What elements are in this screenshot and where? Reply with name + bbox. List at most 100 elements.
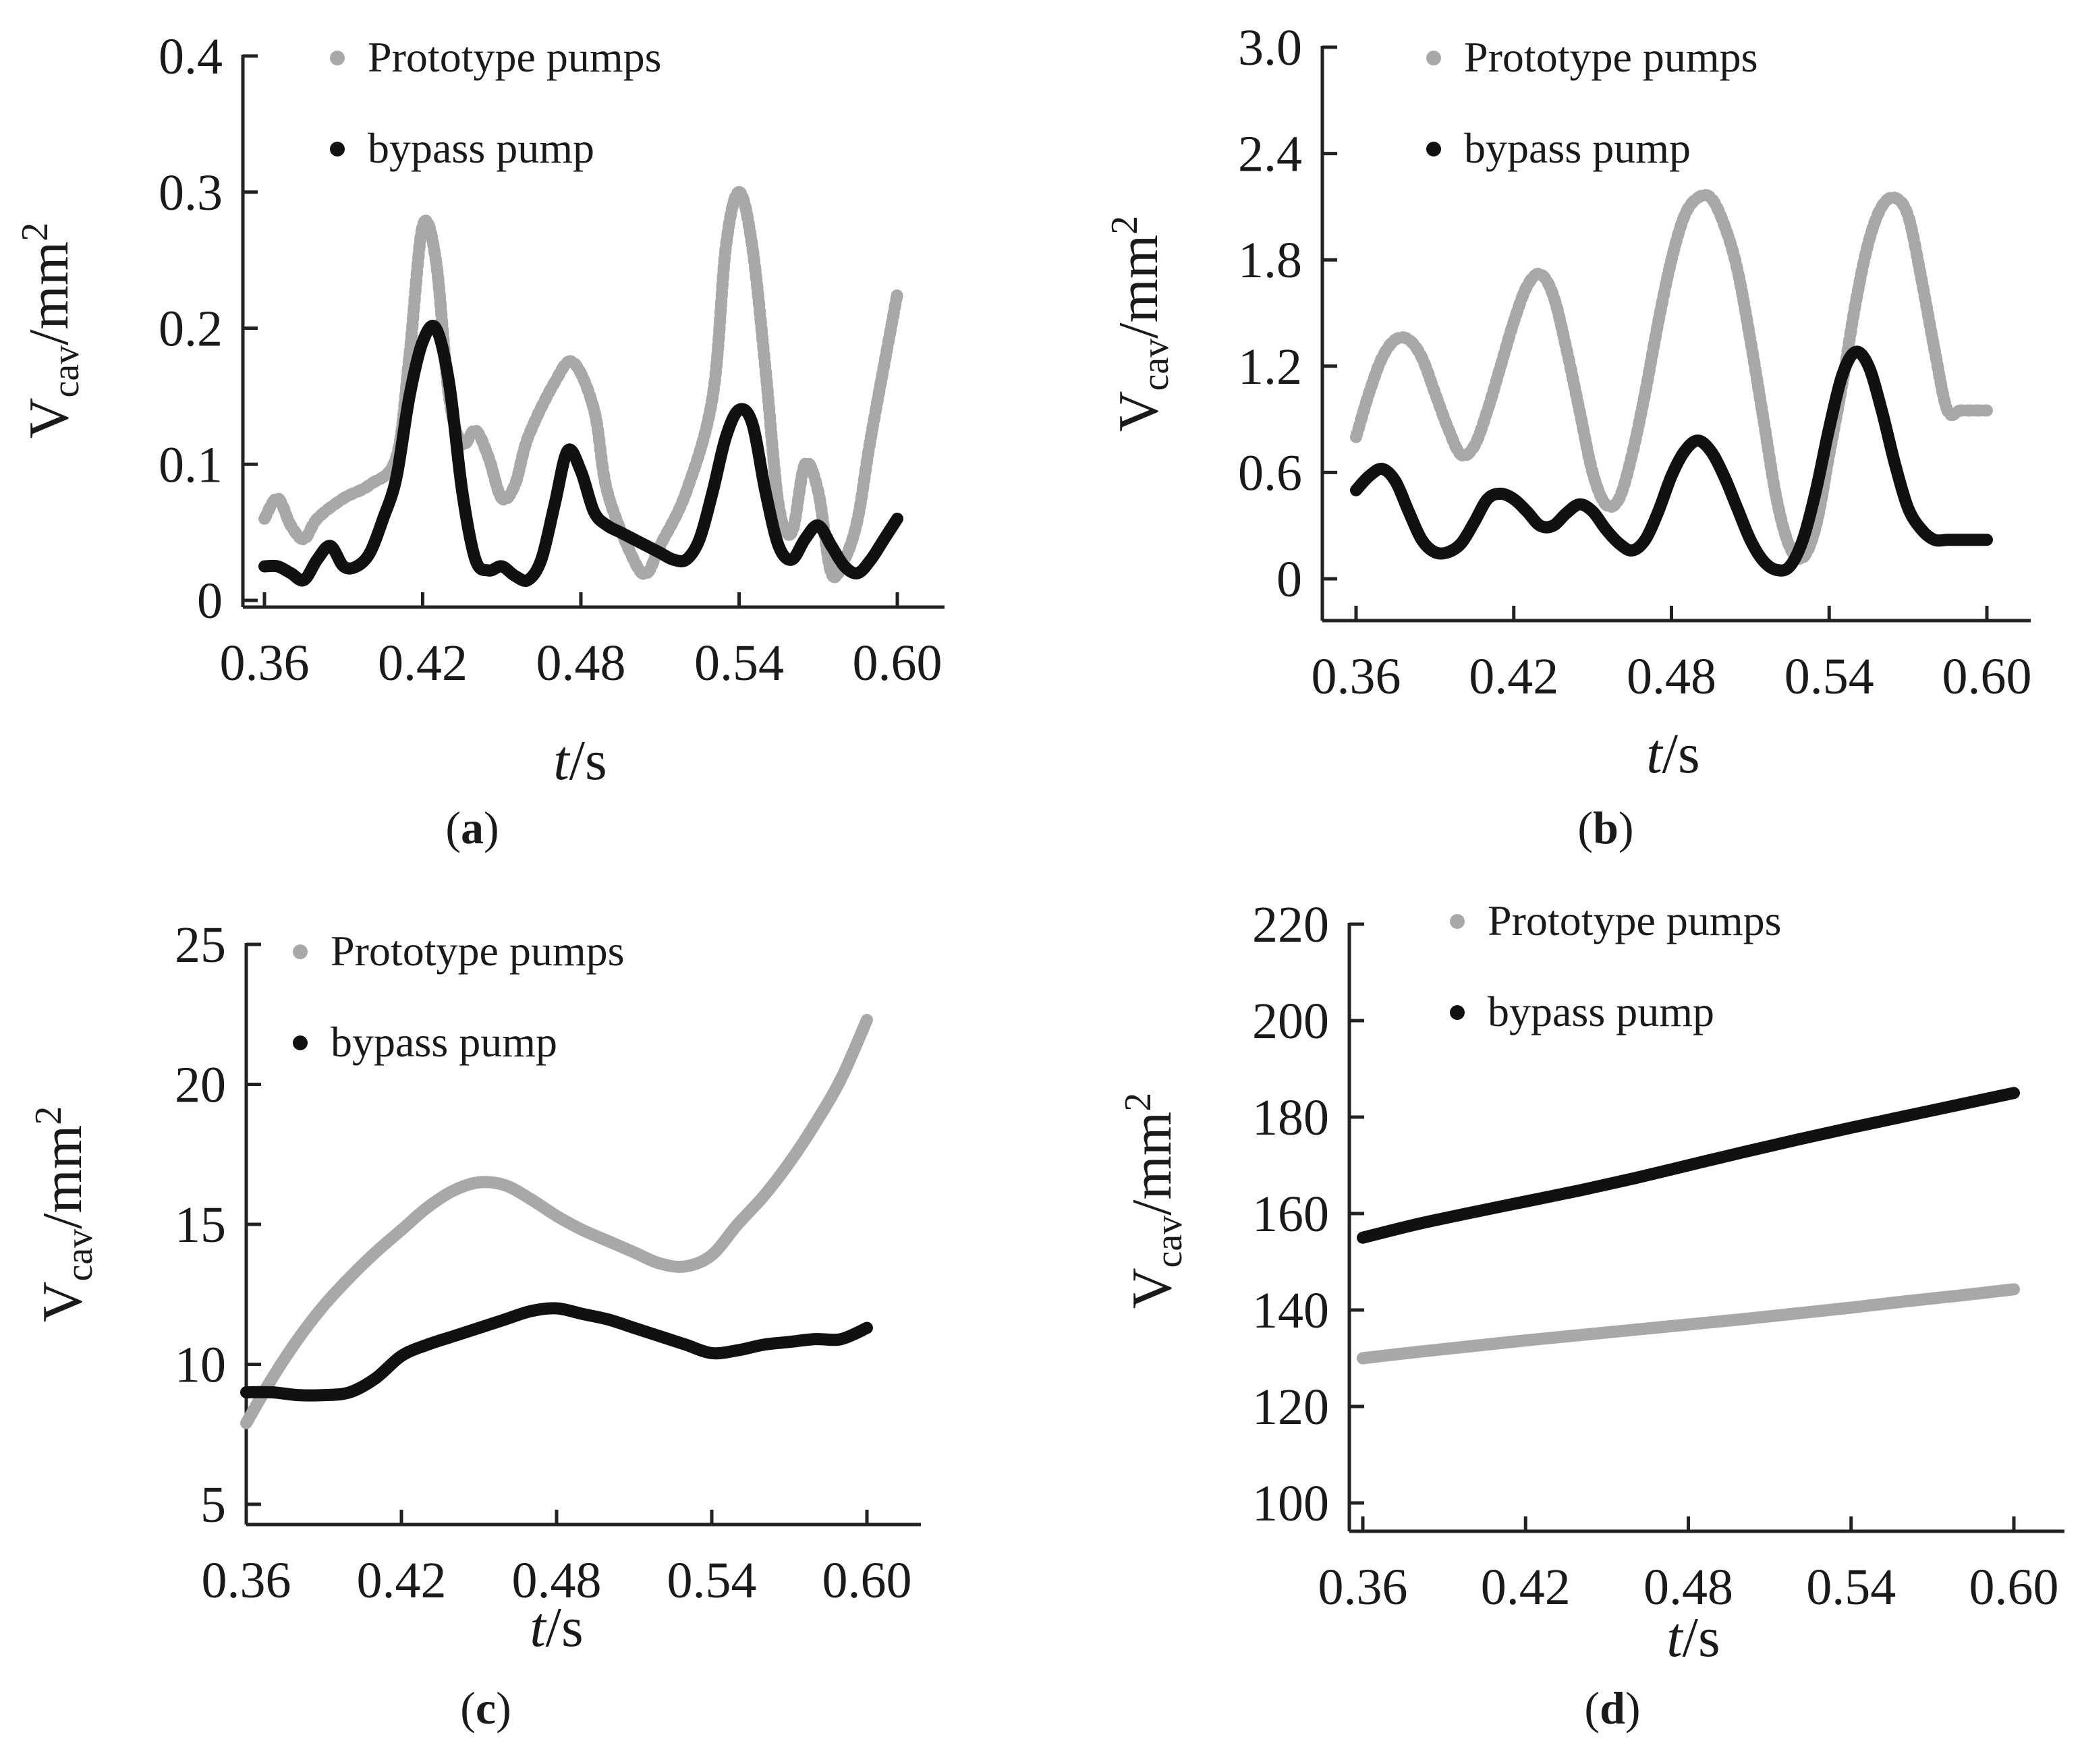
y-tick-label: 0.3 <box>159 165 223 221</box>
data-point <box>1825 424 1834 432</box>
data-point <box>320 1301 328 1310</box>
data-point <box>603 521 612 530</box>
data-point <box>1575 1331 1584 1340</box>
data-point <box>1684 1320 1693 1329</box>
data-point <box>1878 202 1886 211</box>
x-tick-label: 0.48 <box>1627 648 1716 705</box>
data-point <box>1365 472 1374 480</box>
data-point <box>1602 500 1610 509</box>
data-point <box>1430 389 1439 397</box>
series-prototype-pumps <box>258 186 903 584</box>
data-point <box>1917 273 1925 282</box>
data-point <box>785 1338 793 1346</box>
data-point <box>1957 536 1965 544</box>
data-point <box>681 1262 690 1271</box>
data-point <box>418 337 427 346</box>
data-point <box>1444 424 1453 432</box>
y-axis-label-sup: 2 <box>1117 1093 1159 1112</box>
data-point <box>445 378 453 387</box>
y-tick-label: 160 <box>1252 1186 1329 1243</box>
data-point <box>708 392 717 401</box>
data-point <box>814 487 822 496</box>
y-tick-label: 0.6 <box>1238 445 1302 501</box>
data-point <box>1847 1303 1855 1312</box>
y-axis-label-sub: cav <box>1148 1216 1190 1268</box>
data-point <box>339 562 348 571</box>
data-point <box>526 1307 535 1315</box>
panel-label-close: ) <box>496 1682 511 1734</box>
data-point <box>569 358 578 366</box>
data-point <box>501 1180 509 1189</box>
y-axis-label-sub: cav <box>59 1229 101 1282</box>
data-point <box>1917 525 1925 534</box>
y-tick-label: 180 <box>1252 1089 1329 1146</box>
data-point <box>1614 494 1623 503</box>
data-point <box>352 562 361 571</box>
data-point <box>775 501 783 509</box>
y-tick-label: 0 <box>1276 551 1302 608</box>
data-point <box>811 1335 820 1344</box>
data-point <box>524 432 532 441</box>
data-point <box>840 562 849 571</box>
data-point <box>1404 507 1413 516</box>
y-tick-label: 15 <box>175 1197 226 1253</box>
data-point <box>642 542 651 550</box>
y-tick-label: 220 <box>1252 897 1329 953</box>
data-point <box>524 575 532 584</box>
data-point <box>1746 536 1755 544</box>
data-point <box>775 542 783 550</box>
data-point <box>1693 194 1702 202</box>
x-tick-label: 0.60 <box>822 1552 912 1609</box>
data-point <box>1785 542 1794 551</box>
data-point <box>1575 500 1584 509</box>
data-point <box>682 555 691 564</box>
data-point <box>1943 536 1952 544</box>
data-point <box>392 474 401 482</box>
data-point <box>1588 468 1597 477</box>
data-point <box>1667 256 1676 264</box>
data-point <box>1811 486 1820 494</box>
data-point <box>1630 1174 1639 1183</box>
y-tick-label: 5 <box>200 1477 226 1533</box>
data-point <box>1496 489 1505 498</box>
legend-label: bypass pump <box>1488 988 1714 1035</box>
data-point <box>397 1226 405 1234</box>
data-point <box>629 555 638 564</box>
data-point <box>242 1419 250 1427</box>
data-point <box>366 548 374 557</box>
panel-label-letter: a <box>461 802 484 853</box>
data-point <box>656 1332 665 1340</box>
data-point <box>866 555 875 564</box>
data-point <box>1417 536 1426 544</box>
legend-label: Prototype pumps <box>1488 897 1782 944</box>
legend: Prototype pumps bypass pump <box>293 927 625 1066</box>
x-axis-label: t/s <box>530 1596 583 1659</box>
data-point <box>287 521 296 530</box>
data-point <box>1733 503 1741 512</box>
data-point <box>1930 536 1939 544</box>
legend: Prototype pumps bypass pump <box>1450 897 1782 1035</box>
data-point <box>1549 521 1558 530</box>
data-point <box>326 542 335 550</box>
legend-label: bypass pump <box>1464 124 1691 172</box>
x-tick-label: 0.36 <box>220 635 310 691</box>
data-point <box>837 1075 845 1083</box>
data-point <box>1957 406 1965 415</box>
data-point <box>273 494 282 503</box>
data-point <box>1378 353 1386 362</box>
chart-panel-c: 0.36 0.42 0.48 0.54 0.60 5 10 15 20 25 t/s Vcav/mm2… <box>28 917 921 1734</box>
data-point <box>313 555 322 564</box>
data-point <box>320 1391 328 1400</box>
y-axis-label: Vcav/mm2 <box>1117 1093 1190 1309</box>
data-point <box>708 487 717 496</box>
data-point <box>785 1158 793 1167</box>
x-axis-label-var: t <box>1666 1606 1684 1669</box>
data-point <box>708 1251 716 1259</box>
y-tick-label: 25 <box>175 917 226 973</box>
data-point <box>313 514 322 523</box>
data-point <box>497 494 506 503</box>
data-point <box>1720 220 1728 229</box>
data-point <box>1772 494 1781 503</box>
legend-marker <box>293 1035 308 1050</box>
